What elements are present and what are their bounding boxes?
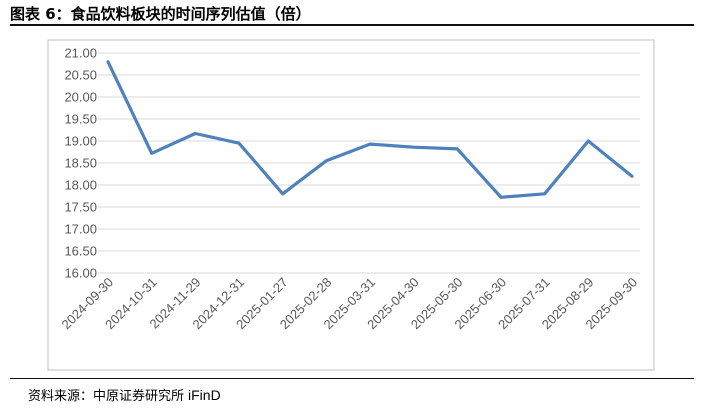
y-tick-label: 19.50	[64, 112, 97, 127]
y-tick-label: 21.00	[64, 46, 97, 61]
y-tick-label: 16.00	[64, 266, 97, 281]
source-label: 资料来源：中原证券研究所	[28, 389, 185, 404]
y-tick-label: 18.00	[64, 178, 97, 193]
y-tick-label: 16.50	[64, 244, 97, 259]
source-brand: iFinD	[188, 387, 221, 403]
line-chart: 21.00 20.50 20.00 19.50 19.00 18.50 18.00 17.50…	[47, 39, 655, 371]
source-note: 资料来源：中原证券研究所 iFinD	[28, 385, 221, 404]
gridlines	[98, 52, 640, 274]
source-rule	[10, 378, 694, 379]
y-tick-label: 17.50	[64, 200, 97, 215]
y-tick-label: 19.00	[64, 134, 97, 149]
y-axis-ticks: 21.00 20.50 20.00 19.50 19.00 18.50 18.00 17.50…	[64, 46, 97, 281]
series-line	[106, 60, 634, 199]
y-tick-label: 20.00	[64, 90, 97, 105]
y-tick-label: 20.50	[64, 68, 97, 83]
x-axis-ticks: 2024-09-302024-10-312024-11-292024-12-31…	[58, 275, 640, 333]
y-tick-label: 17.00	[64, 222, 97, 237]
plot-frame	[47, 39, 655, 371]
title-rule	[10, 24, 694, 26]
y-tick-label: 18.50	[64, 156, 97, 171]
figure-title: 图表 6：食品饮料板块的时间序列估值（倍）	[10, 5, 311, 23]
